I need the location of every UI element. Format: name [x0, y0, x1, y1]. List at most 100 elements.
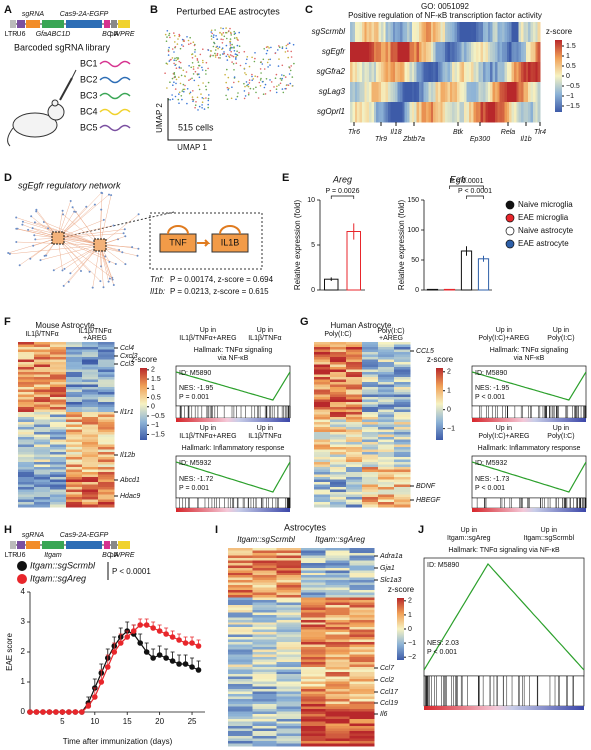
heatmap-cell — [447, 42, 451, 63]
cell-point — [261, 63, 264, 65]
heatmap-cell — [34, 374, 51, 378]
heatmap-cell — [314, 367, 331, 370]
heatmap-cell — [276, 617, 302, 621]
heatmap-cell — [346, 352, 363, 355]
heatmap-cell — [394, 434, 411, 438]
y-tick-label: 10 — [307, 197, 315, 204]
heatmap-cell — [485, 62, 489, 83]
heatmap-cell — [301, 585, 326, 588]
heatmap-cell — [276, 609, 302, 613]
heatmap-cell — [346, 357, 363, 360]
heatmap-cell — [394, 467, 411, 470]
heatmap-cell — [416, 42, 420, 63]
heatmap-cell — [354, 102, 358, 123]
heatmap-cell — [325, 649, 350, 653]
cell-point — [174, 64, 176, 66]
heatmap-cell — [301, 689, 326, 692]
heatmap-cell — [252, 674, 277, 677]
heatmap-cell — [314, 434, 331, 438]
heatmap-cell — [378, 82, 382, 103]
heatmap-cell — [82, 459, 99, 463]
heatmap-cell — [50, 437, 67, 440]
heatmap-cell — [325, 639, 350, 643]
heatmap-cell — [435, 102, 439, 123]
heatmap-cell — [378, 397, 395, 400]
chart-title: Areg — [332, 174, 352, 184]
network-edge — [57, 225, 114, 239]
cell-point — [225, 44, 228, 47]
heatmap-cell — [301, 691, 326, 695]
heatmap-cell — [411, 62, 415, 83]
heatmap-cell — [301, 592, 326, 596]
heatmap-cell — [18, 402, 35, 405]
heatmap-cell — [362, 494, 379, 498]
gene-label: Il12b — [120, 452, 135, 459]
network-node — [136, 254, 139, 257]
heatmap-cell — [276, 570, 302, 574]
heatmap-cell — [325, 651, 350, 655]
heatmap-cell — [276, 560, 302, 564]
heatmap-cell — [325, 731, 350, 734]
heatmap-cell — [394, 469, 411, 473]
regulation-arrow — [197, 239, 211, 247]
heatmap-cell — [394, 459, 411, 463]
heatmap-cell — [228, 560, 253, 564]
heatmap-cell — [537, 102, 541, 123]
heatmap-cell — [346, 379, 363, 383]
heatmap-cell — [523, 62, 527, 83]
cell-point — [275, 73, 278, 76]
heatmap-cell — [378, 452, 395, 455]
heatmap-cell — [378, 442, 395, 445]
heatmap-cell — [50, 474, 67, 478]
heatmap-cell — [440, 22, 443, 43]
heatmap-cell — [349, 570, 375, 574]
heatmap-cell — [513, 22, 517, 43]
heatmap-cell — [98, 484, 115, 488]
heatmap-cell — [404, 22, 408, 43]
cell-point — [186, 102, 188, 105]
network-node — [71, 206, 74, 209]
cell-point — [230, 34, 232, 36]
cell-point — [231, 61, 233, 63]
heatmap-cell — [473, 62, 477, 83]
heatmap-cell — [471, 22, 474, 43]
heatmap-cell — [397, 82, 401, 103]
cell-point — [194, 55, 197, 57]
cell-point — [220, 27, 222, 29]
heatmap-cell — [50, 362, 67, 365]
gene-node — [211, 233, 249, 253]
heatmap-cell — [228, 694, 253, 697]
heatmap-cell — [378, 472, 395, 475]
heatmap-cell — [346, 394, 363, 398]
heatmap-cell — [525, 82, 529, 103]
heatmap-cell — [523, 102, 527, 123]
heatmap-cell — [378, 437, 395, 440]
heatmap-cell — [314, 427, 331, 430]
cell-point — [232, 63, 235, 65]
heatmap-cell — [228, 726, 253, 729]
heatmap-cell — [301, 718, 326, 722]
network-node — [21, 223, 24, 226]
heatmap-cell — [228, 713, 253, 717]
heatmap-cell — [82, 369, 99, 373]
heatmap-cell — [394, 344, 411, 348]
cell-point — [226, 59, 229, 61]
gene-label: Hdac9 — [120, 493, 140, 500]
heatmap-cell — [509, 102, 512, 123]
heatmap-cell — [528, 62, 531, 83]
cell-point — [278, 45, 280, 47]
heatmap-cell — [532, 22, 536, 43]
heatmap-cell — [50, 349, 67, 353]
heatmap-cell — [276, 604, 302, 608]
network-node — [15, 216, 18, 219]
heatmap-cell — [395, 102, 398, 123]
heatmap-cell — [521, 62, 524, 83]
series-point — [150, 625, 156, 631]
heatmap-cell — [354, 82, 358, 103]
cell-point — [215, 35, 217, 37]
heatmap-cell — [362, 409, 379, 413]
heatmap-cell — [330, 482, 347, 485]
gene-set-id: ID: M5890 — [427, 562, 459, 569]
heatmap-cell — [325, 572, 350, 576]
heatmap-cell — [98, 472, 115, 475]
